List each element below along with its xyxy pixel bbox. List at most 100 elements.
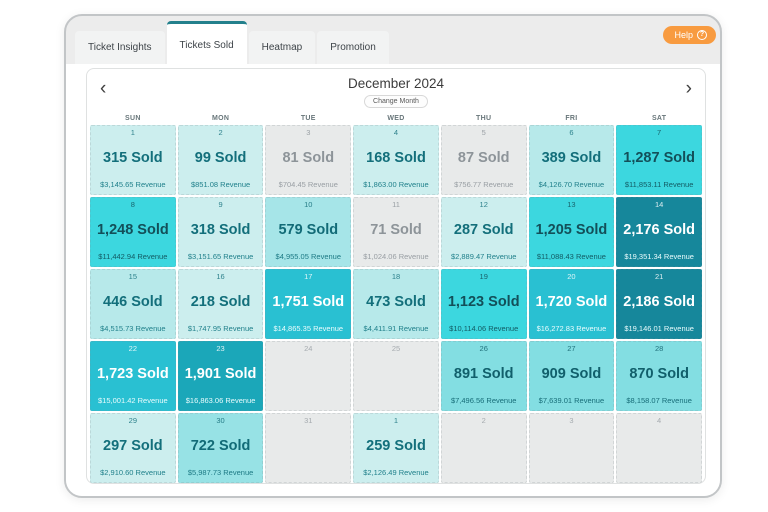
tab-heatmap[interactable]: Heatmap: [248, 31, 316, 64]
sold-count: 1,123 Sold: [447, 294, 520, 311]
revenue: $3,151.65 Revenue: [187, 252, 254, 261]
calendar-panel: ‹ December 2024 Change Month › SUN MON TUE…: [86, 68, 706, 484]
help-button[interactable]: Help ?: [663, 26, 716, 44]
window-body: ‹ December 2024 Change Month › SUN MON TUE…: [66, 64, 720, 496]
calendar-day-cell[interactable]: 17 1,751 Sold $14,865.35 Revenue: [265, 269, 352, 339]
day-number: 23: [216, 344, 225, 353]
sold-count: 579 Sold: [278, 222, 339, 239]
calendar-day-cell[interactable]: 2 99 Sold $851.08 Revenue: [177, 125, 264, 195]
day-number: 4: [657, 416, 662, 425]
change-month-button[interactable]: Change Month: [364, 95, 428, 108]
sold-count: 99 Sold: [194, 150, 247, 167]
sold-count: 1,720 Sold: [535, 294, 608, 311]
tab-ticket-insights[interactable]: Ticket Insights: [75, 31, 165, 64]
revenue: $3,145.65 Revenue: [100, 180, 166, 189]
calendar-day-cell[interactable]: 5 87 Sold $756.77 Revenue: [440, 125, 527, 195]
calendar-day-cell[interactable]: 7 1,287 Sold $11,853.11 Revenue: [616, 125, 702, 195]
day-number: 27: [567, 344, 576, 353]
revenue: $4,126.70 Revenue: [538, 180, 605, 189]
calendar-day-cell[interactable]: 4 168 Sold $1,863.00 Revenue: [353, 125, 439, 195]
weekday-label: TUE: [300, 115, 316, 122]
calendar-day-cell[interactable]: 26 891 Sold $7,496.56 Revenue: [440, 341, 527, 411]
calendar-day-cell[interactable]: 3: [528, 413, 615, 483]
revenue: $14,865.35 Revenue: [273, 324, 344, 333]
revenue: $756.77 Revenue: [454, 180, 514, 189]
calendar-day-cell[interactable]: 9 318 Sold $3,151.65 Revenue: [177, 197, 264, 267]
day-number: 17: [304, 272, 313, 281]
calendar-grid: 1 315 Sold $3,145.65 Revenue 2 99 Sold $851.0…: [87, 125, 705, 486]
help-button-label: Help: [674, 30, 693, 40]
calendar-day-cell[interactable]: 1 315 Sold $3,145.65 Revenue: [90, 125, 176, 195]
sold-count: 87 Sold: [457, 150, 510, 167]
revenue: $2,910.60 Revenue: [100, 468, 166, 477]
revenue: $8,158.07 Revenue: [626, 396, 692, 405]
calendar-day-cell[interactable]: 15 446 Sold $4,515.73 Revenue: [90, 269, 176, 339]
day-number: 3: [306, 128, 311, 137]
calendar-day-cell[interactable]: 10 579 Sold $4,955.05 Revenue: [265, 197, 352, 267]
sold-count: 891 Sold: [453, 366, 514, 383]
revenue: $19,146.01 Revenue: [624, 324, 694, 333]
day-number: 6: [569, 128, 574, 137]
revenue: $15,001.42 Revenue: [98, 396, 168, 405]
revenue: $1,024.06 Revenue: [363, 252, 429, 261]
sold-count: 1,205 Sold: [535, 222, 608, 239]
calendar-day-cell[interactable]: 19 1,123 Sold $10,114.06 Revenue: [440, 269, 527, 339]
calendar-day-cell[interactable]: 31: [265, 413, 352, 483]
calendar-day-cell[interactable]: 30 722 Sold $5,987.73 Revenue: [177, 413, 264, 483]
calendar-day-cell[interactable]: 27 909 Sold $7,639.01 Revenue: [528, 341, 615, 411]
prev-month-button[interactable]: ‹: [100, 78, 107, 99]
day-number: 12: [479, 200, 488, 209]
tab-tickets-sold[interactable]: Tickets Sold: [166, 21, 247, 64]
sold-count: 473 Sold: [366, 294, 426, 311]
day-number: 14: [654, 200, 664, 209]
revenue: $11,088.43 Revenue: [536, 252, 606, 261]
next-month-button[interactable]: ›: [685, 78, 692, 99]
calendar-day-cell[interactable]: 13 1,205 Sold $11,088.43 Revenue: [528, 197, 615, 267]
revenue: $16,863.06 Revenue: [185, 396, 256, 405]
revenue: $1,747.95 Revenue: [187, 324, 254, 333]
sold-count: 722 Sold: [190, 438, 251, 455]
revenue: $2,126.49 Revenue: [363, 468, 429, 477]
calendar-day-cell[interactable]: 24: [265, 341, 352, 411]
revenue: $10,114.06 Revenue: [449, 324, 519, 333]
sold-count: 259 Sold: [366, 438, 426, 455]
calendar-day-cell[interactable]: 29 297 Sold $2,910.60 Revenue: [90, 413, 176, 483]
calendar-day-cell[interactable]: 1 259 Sold $2,126.49 Revenue: [353, 413, 439, 483]
sold-count: 81 Sold: [282, 150, 335, 167]
day-number: 25: [391, 344, 401, 353]
day-number: 10: [304, 200, 313, 209]
calendar-day-cell[interactable]: 22 1,723 Sold $15,001.42 Revenue: [90, 341, 176, 411]
revenue: $4,955.05 Revenue: [275, 252, 342, 261]
calendar-day-cell[interactable]: 18 473 Sold $4,411.91 Revenue: [353, 269, 439, 339]
day-number: 22: [128, 344, 138, 353]
calendar-day-cell[interactable]: 2: [440, 413, 527, 483]
day-number: 20: [567, 272, 576, 281]
day-number: 18: [391, 272, 401, 281]
revenue: $5,987.73 Revenue: [187, 468, 254, 477]
day-number: 5: [481, 128, 486, 137]
day-number: 7: [657, 128, 662, 137]
sold-count: 318 Sold: [190, 222, 251, 239]
day-number: 13: [567, 200, 576, 209]
revenue: $11,442.94 Revenue: [98, 252, 168, 261]
revenue: $851.08 Revenue: [190, 180, 251, 189]
weekday-label: WED: [387, 115, 405, 122]
calendar-day-cell[interactable]: 25: [353, 341, 439, 411]
calendar-day-cell[interactable]: 6 389 Sold $4,126.70 Revenue: [528, 125, 615, 195]
day-number: 11: [392, 200, 400, 209]
calendar-day-cell[interactable]: 20 1,720 Sold $16,272.83 Revenue: [528, 269, 615, 339]
sold-count: 1,723 Sold: [96, 366, 169, 383]
calendar-day-cell[interactable]: 14 2,176 Sold $19,351.34 Revenue: [616, 197, 702, 267]
calendar-day-cell[interactable]: 21 2,186 Sold $19,146.01 Revenue: [616, 269, 702, 339]
calendar-day-cell[interactable]: 11 71 Sold $1,024.06 Revenue: [353, 197, 439, 267]
calendar-day-cell[interactable]: 28 870 Sold $8,158.07 Revenue: [616, 341, 702, 411]
tab-promotion[interactable]: Promotion: [317, 31, 389, 64]
sold-count: 2,176 Sold: [623, 222, 695, 239]
calendar-day-cell[interactable]: 3 81 Sold $704.45 Revenue: [265, 125, 352, 195]
day-number: 15: [128, 272, 138, 281]
calendar-day-cell[interactable]: 8 1,248 Sold $11,442.94 Revenue: [90, 197, 176, 267]
calendar-day-cell[interactable]: 12 287 Sold $2,889.47 Revenue: [440, 197, 527, 267]
calendar-day-cell[interactable]: 23 1,901 Sold $16,863.06 Revenue: [177, 341, 264, 411]
calendar-day-cell[interactable]: 16 218 Sold $1,747.95 Revenue: [177, 269, 264, 339]
calendar-day-cell[interactable]: 4: [616, 413, 702, 483]
